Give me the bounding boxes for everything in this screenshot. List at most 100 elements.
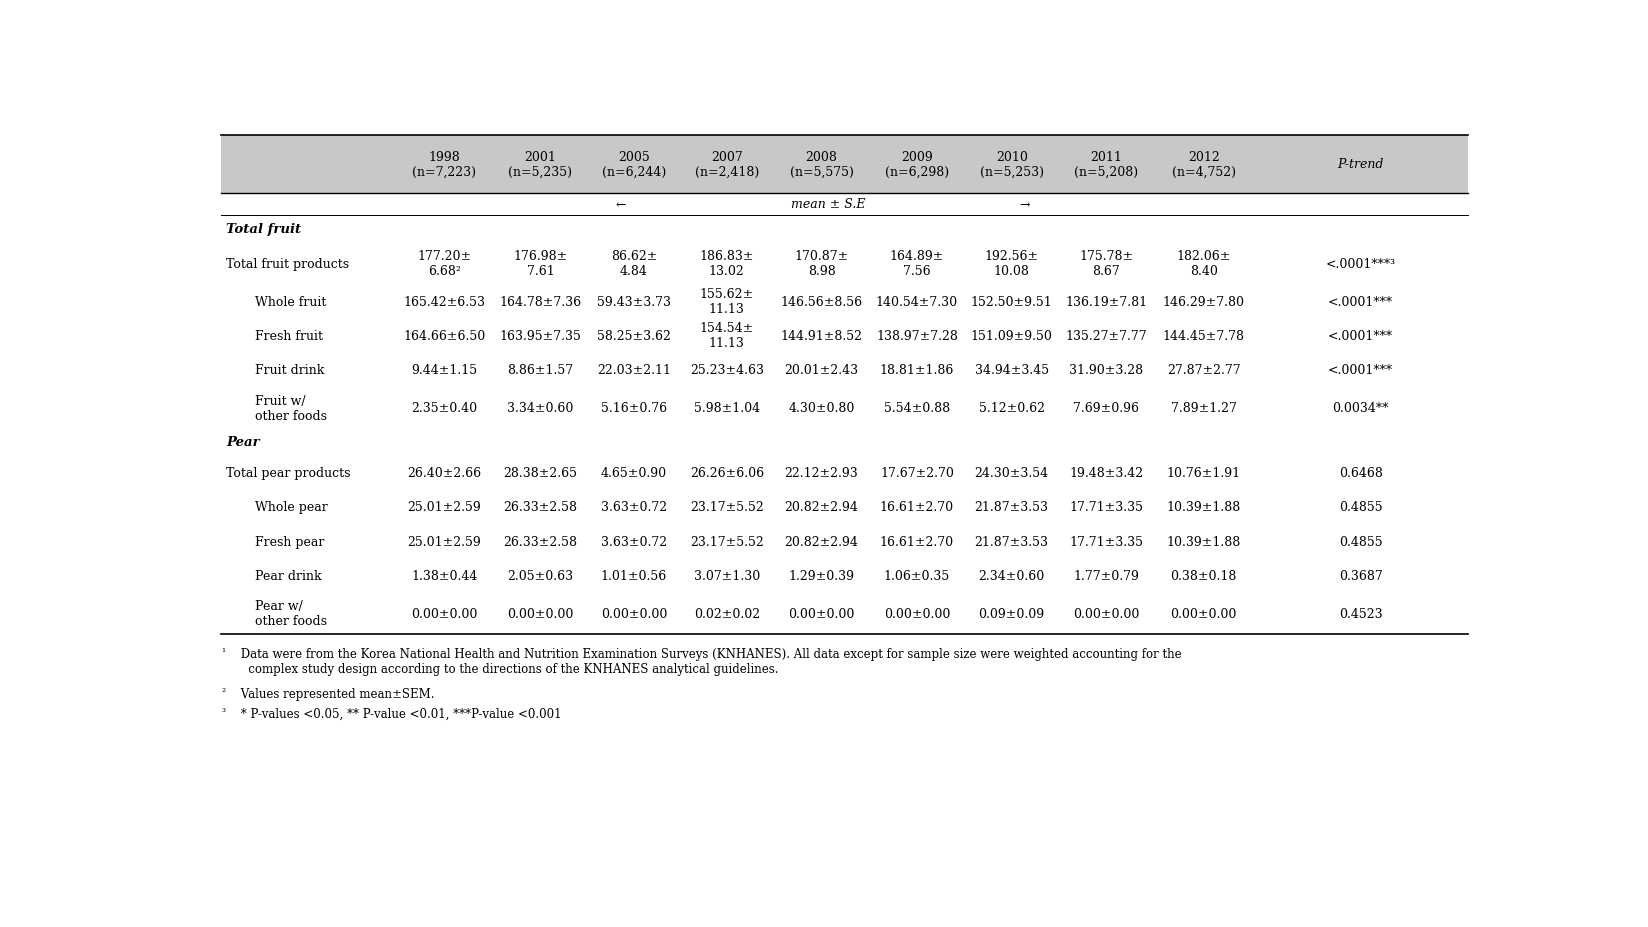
Text: 0.00±0.00: 0.00±0.00 — [883, 607, 951, 620]
Text: 175.78±
8.67: 175.78± 8.67 — [1079, 250, 1134, 278]
Text: Pear: Pear — [226, 436, 260, 449]
Text: 7.89±1.27: 7.89±1.27 — [1170, 401, 1236, 414]
Text: 2009
(n=6,298): 2009 (n=6,298) — [885, 151, 949, 179]
Text: 22.12±2.93: 22.12±2.93 — [784, 466, 859, 479]
Text: 25.23±4.63: 25.23±4.63 — [691, 364, 763, 377]
Text: 140.54±7.30: 140.54±7.30 — [875, 296, 957, 309]
Text: 1.01±0.56: 1.01±0.56 — [602, 569, 667, 582]
Text: 5.98±1.04: 5.98±1.04 — [694, 401, 760, 414]
Text: Fresh fruit: Fresh fruit — [254, 330, 323, 343]
Text: 0.4855: 0.4855 — [1338, 535, 1383, 548]
Text: 144.91±8.52: 144.91±8.52 — [781, 330, 862, 343]
Text: 177.20±
6.68²: 177.20± 6.68² — [417, 250, 471, 278]
Text: 26.33±2.58: 26.33±2.58 — [503, 535, 577, 548]
Text: ³: ³ — [221, 707, 226, 717]
Text: 3.34±0.60: 3.34±0.60 — [508, 401, 574, 414]
Text: 21.87±3.53: 21.87±3.53 — [974, 501, 1048, 514]
Bar — [221, 136, 1468, 194]
Text: 164.78±7.36: 164.78±7.36 — [499, 296, 582, 309]
Text: 151.09±9.50: 151.09±9.50 — [971, 330, 1053, 343]
Text: 2.34±0.60: 2.34±0.60 — [979, 569, 1045, 582]
Text: Pear drink: Pear drink — [254, 569, 321, 582]
Text: 176.98±
7.61: 176.98± 7.61 — [513, 250, 567, 278]
Text: 146.29±7.80: 146.29±7.80 — [1162, 296, 1244, 309]
Text: 4.65±0.90: 4.65±0.90 — [602, 466, 667, 479]
Text: Whole pear: Whole pear — [254, 501, 328, 514]
Text: 17.67±2.70: 17.67±2.70 — [880, 466, 954, 479]
Text: ¹: ¹ — [221, 647, 226, 656]
Text: 165.42±6.53: 165.42±6.53 — [404, 296, 486, 309]
Text: 2007
(n=2,418): 2007 (n=2,418) — [695, 151, 760, 179]
Text: 10.39±1.88: 10.39±1.88 — [1167, 501, 1241, 514]
Text: Whole fruit: Whole fruit — [254, 296, 326, 309]
Text: 21.87±3.53: 21.87±3.53 — [974, 535, 1048, 548]
Text: * P-values <0.05, ** P-value <0.01, ***P-value <0.001: * P-values <0.05, ** P-value <0.01, ***P… — [237, 707, 562, 720]
Text: 2010
(n=5,253): 2010 (n=5,253) — [979, 151, 1043, 179]
Text: 20.82±2.94: 20.82±2.94 — [784, 501, 859, 514]
Text: 152.50±9.51: 152.50±9.51 — [971, 296, 1053, 309]
Text: 16.61±2.70: 16.61±2.70 — [880, 501, 954, 514]
Text: 3.63±0.72: 3.63±0.72 — [602, 501, 667, 514]
Text: 5.54±0.88: 5.54±0.88 — [883, 401, 949, 414]
Text: 182.06±
8.40: 182.06± 8.40 — [1177, 250, 1231, 278]
Text: 1.29±0.39: 1.29±0.39 — [788, 569, 855, 582]
Text: Fruit drink: Fruit drink — [254, 364, 325, 377]
Text: 0.3687: 0.3687 — [1338, 569, 1383, 582]
Text: 2005
(n=6,244): 2005 (n=6,244) — [602, 151, 666, 179]
Text: 2012
(n=4,752): 2012 (n=4,752) — [1172, 151, 1236, 179]
Text: 9.44±1.15: 9.44±1.15 — [412, 364, 478, 377]
Text: 0.00±0.00: 0.00±0.00 — [412, 607, 478, 620]
Text: 8.86±1.57: 8.86±1.57 — [508, 364, 574, 377]
Text: 3.07±1.30: 3.07±1.30 — [694, 569, 760, 582]
Text: 170.87±
8.98: 170.87± 8.98 — [794, 250, 849, 278]
Text: 18.81±1.86: 18.81±1.86 — [880, 364, 954, 377]
Text: 5.16±0.76: 5.16±0.76 — [602, 401, 667, 414]
Text: 1998
(n=7,223): 1998 (n=7,223) — [412, 151, 476, 179]
Text: 20.01±2.43: 20.01±2.43 — [784, 364, 859, 377]
Text: 164.89±
7.56: 164.89± 7.56 — [890, 250, 944, 278]
Text: 31.90±3.28: 31.90±3.28 — [1070, 364, 1144, 377]
Text: <.0001***: <.0001*** — [1328, 296, 1393, 309]
Text: 154.54±
11.13: 154.54± 11.13 — [700, 322, 753, 350]
Text: 10.39±1.88: 10.39±1.88 — [1167, 535, 1241, 548]
Text: 0.00±0.00: 0.00±0.00 — [788, 607, 855, 620]
Text: 0.4855: 0.4855 — [1338, 501, 1383, 514]
Text: 0.02±0.02: 0.02±0.02 — [694, 607, 760, 620]
Text: Total fruit products: Total fruit products — [226, 258, 349, 271]
Text: 26.26±6.06: 26.26±6.06 — [691, 466, 765, 479]
Text: 2.05±0.63: 2.05±0.63 — [508, 569, 574, 582]
Text: 58.25±3.62: 58.25±3.62 — [597, 330, 671, 343]
Text: 0.00±0.00: 0.00±0.00 — [602, 607, 667, 620]
Text: Values represented mean±SEM.: Values represented mean±SEM. — [237, 687, 433, 700]
Text: 10.76±1.91: 10.76±1.91 — [1167, 466, 1241, 479]
Text: 186.83±
13.02: 186.83± 13.02 — [699, 250, 755, 278]
Text: 25.01±2.59: 25.01±2.59 — [407, 535, 481, 548]
Text: →: → — [1018, 198, 1030, 211]
Text: 0.09±0.09: 0.09±0.09 — [979, 607, 1045, 620]
Text: 2.35±0.40: 2.35±0.40 — [412, 401, 478, 414]
Text: ←: ← — [616, 198, 626, 211]
Text: Total fruit: Total fruit — [226, 223, 302, 236]
Text: 1.77±0.79: 1.77±0.79 — [1073, 569, 1139, 582]
Text: P-trend: P-trend — [1338, 159, 1384, 171]
Text: 20.82±2.94: 20.82±2.94 — [784, 535, 859, 548]
Text: ²: ² — [221, 687, 226, 696]
Text: 17.71±3.35: 17.71±3.35 — [1070, 535, 1144, 548]
Text: 26.33±2.58: 26.33±2.58 — [503, 501, 577, 514]
Text: 34.94±3.45: 34.94±3.45 — [974, 364, 1048, 377]
Text: 27.87±2.77: 27.87±2.77 — [1167, 364, 1241, 377]
Text: 1.06±0.35: 1.06±0.35 — [883, 569, 949, 582]
Text: 23.17±5.52: 23.17±5.52 — [691, 501, 763, 514]
Text: 0.38±0.18: 0.38±0.18 — [1170, 569, 1236, 582]
Text: mean ± S.E: mean ± S.E — [791, 198, 865, 211]
Text: Pear w/
other foods: Pear w/ other foods — [254, 600, 326, 628]
Text: 24.30±3.54: 24.30±3.54 — [974, 466, 1048, 479]
Text: 138.97±7.28: 138.97±7.28 — [877, 330, 957, 343]
Text: 192.56±
10.08: 192.56± 10.08 — [984, 250, 1038, 278]
Text: Fresh pear: Fresh pear — [254, 535, 325, 548]
Text: 0.00±0.00: 0.00±0.00 — [1170, 607, 1236, 620]
Text: 25.01±2.59: 25.01±2.59 — [407, 501, 481, 514]
Text: 2011
(n=5,208): 2011 (n=5,208) — [1074, 151, 1139, 179]
Text: <.0001***³: <.0001***³ — [1325, 258, 1396, 271]
Text: Fruit w/
other foods: Fruit w/ other foods — [254, 394, 326, 422]
